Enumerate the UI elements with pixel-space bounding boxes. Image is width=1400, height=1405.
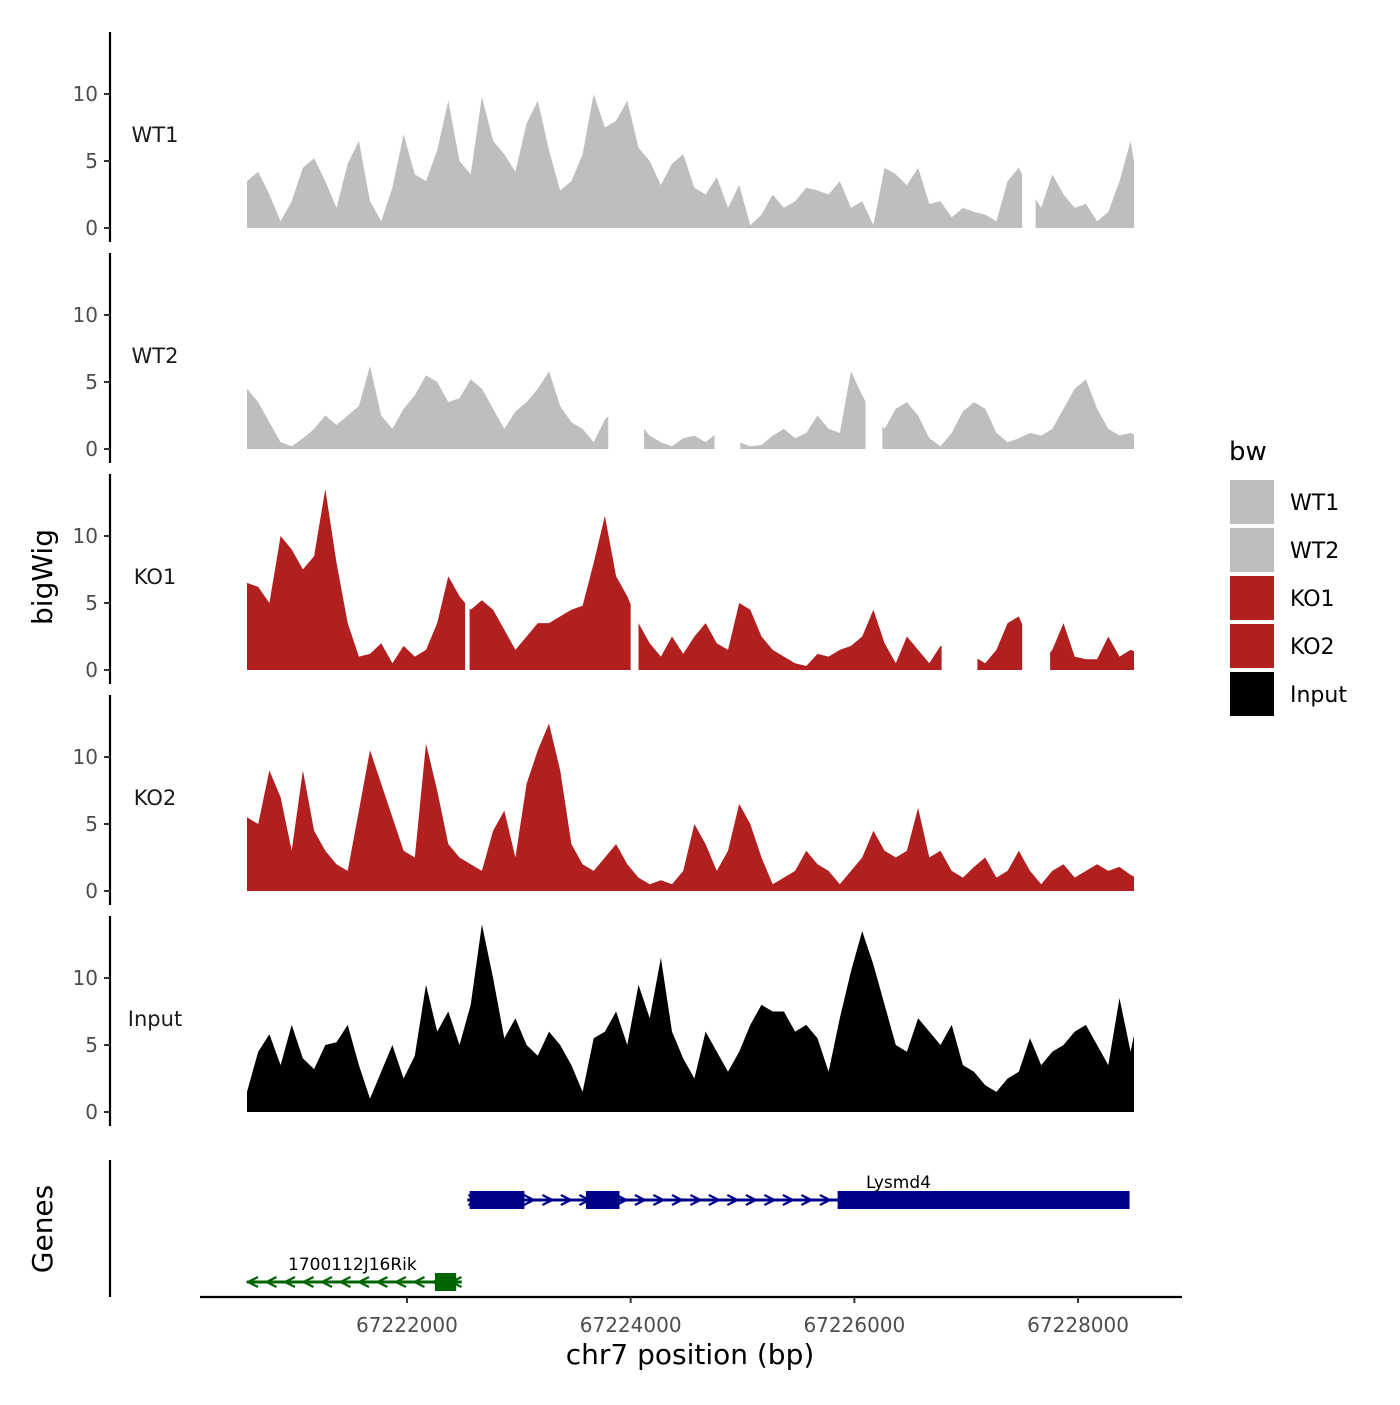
y-tick-label: 10 — [73, 745, 98, 769]
track-label: WT2 — [132, 344, 179, 368]
strand-chevron — [615, 1194, 629, 1206]
area-ko2 — [247, 723, 1134, 891]
y-tick-label: 10 — [73, 303, 98, 327]
legend-label: Input — [1290, 683, 1347, 708]
tracks-layer: 0 5 10 WT1 0 5 10 WT2 0 5 10 KO1 0 5 10 KO2 0 5 10 Input — [73, 32, 1135, 1126]
legend-swatch — [1230, 480, 1274, 524]
x-axis-title: chr7 position (bp) — [566, 1338, 815, 1371]
strand-chevron — [689, 1194, 703, 1206]
strand-chevron — [541, 1194, 555, 1206]
strand-chevron — [245, 1276, 259, 1288]
legend-label: WT1 — [1290, 491, 1339, 516]
strand-chevron — [393, 1276, 407, 1288]
strand-chevron — [745, 1194, 759, 1206]
y-tick-label: 10 — [73, 524, 98, 548]
y-tick-label: 5 — [85, 1033, 98, 1057]
track-input: 0 5 10 Input — [73, 916, 1134, 1126]
gene-exon — [434, 1273, 457, 1291]
gene-1700112j16rik: 1700112J16Rik — [245, 1255, 462, 1291]
track-label: Input — [128, 1007, 182, 1031]
strand-chevron — [763, 1194, 777, 1206]
y-axis-title: bigWig — [26, 529, 59, 625]
gene-label: Lysmd4 — [866, 1173, 931, 1193]
legend: bw WT1 WT2 KO1 KO2 Input — [1229, 437, 1347, 716]
genes-layer: Lysmd4 1700112J16Rik — [108, 1160, 1130, 1297]
x-tick-label: 67226000 — [803, 1313, 905, 1337]
x-axis: 67222000 67224000 67226000 67228000 — [200, 1295, 1182, 1337]
strand-chevron — [671, 1194, 685, 1206]
area-wt1 — [247, 94, 1134, 228]
area-ko1 — [247, 489, 1135, 670]
strand-chevron — [523, 1194, 537, 1206]
legend-label: KO1 — [1290, 587, 1335, 612]
track-label: WT1 — [132, 123, 179, 147]
legend-swatch — [1230, 528, 1274, 572]
track-ko2: 0 5 10 KO2 — [73, 695, 1134, 905]
y-tick-label: 0 — [85, 1100, 98, 1124]
strand-chevron — [412, 1276, 425, 1288]
track-ko1: 0 5 10 KO1 — [73, 474, 1135, 684]
strand-chevron — [800, 1194, 814, 1206]
track-wt1: 0 5 10 WT1 — [73, 32, 1134, 242]
strand-chevron — [782, 1194, 796, 1206]
gene-exon — [837, 1191, 1130, 1209]
strand-chevron — [708, 1194, 722, 1206]
gene-exon — [585, 1191, 620, 1209]
legend-swatch — [1230, 672, 1274, 716]
legend-label: WT2 — [1290, 539, 1339, 564]
genes-track-title: Genes — [26, 1185, 59, 1273]
legend-title: bw — [1229, 437, 1267, 467]
strand-chevron — [726, 1194, 740, 1206]
strand-chevron — [319, 1276, 333, 1288]
y-tick-label: 5 — [85, 591, 98, 615]
x-tick-label: 67224000 — [580, 1313, 682, 1337]
x-tick-label: 67222000 — [356, 1313, 458, 1337]
legend-label: KO2 — [1290, 635, 1335, 660]
area-wt2 — [247, 365, 1134, 449]
strand-chevron — [356, 1276, 370, 1288]
strand-chevron — [375, 1276, 388, 1288]
y-tick-label: 0 — [85, 437, 98, 461]
gene-label: 1700112J16Rik — [288, 1255, 417, 1275]
strand-chevron — [282, 1276, 296, 1288]
legend-swatch — [1230, 576, 1274, 620]
track-label: KO1 — [134, 565, 177, 589]
track-label: KO2 — [134, 786, 177, 810]
y-tick-label: 0 — [85, 658, 98, 682]
track-wt2: 0 5 10 WT2 — [73, 253, 1134, 463]
legend-swatch — [1230, 624, 1274, 668]
y-tick-label: 0 — [85, 879, 98, 903]
y-tick-label: 5 — [85, 149, 98, 173]
strand-chevron — [819, 1194, 833, 1206]
y-tick-label: 5 — [85, 370, 98, 394]
gene-lysmd4: Lysmd4 — [467, 1173, 1130, 1209]
strand-chevron — [338, 1276, 351, 1288]
y-tick-label: 10 — [73, 966, 98, 990]
y-tick-label: 5 — [85, 812, 98, 836]
y-tick-label: 0 — [85, 216, 98, 240]
strand-chevron — [652, 1194, 666, 1206]
x-tick-label: 67228000 — [1027, 1313, 1129, 1337]
strand-chevron — [560, 1194, 574, 1206]
area-input — [247, 924, 1134, 1112]
gene-exon — [469, 1191, 525, 1209]
y-tick-label: 10 — [73, 82, 98, 106]
strand-chevron — [264, 1276, 277, 1288]
strand-chevron — [634, 1194, 648, 1206]
strand-chevron — [301, 1276, 314, 1288]
